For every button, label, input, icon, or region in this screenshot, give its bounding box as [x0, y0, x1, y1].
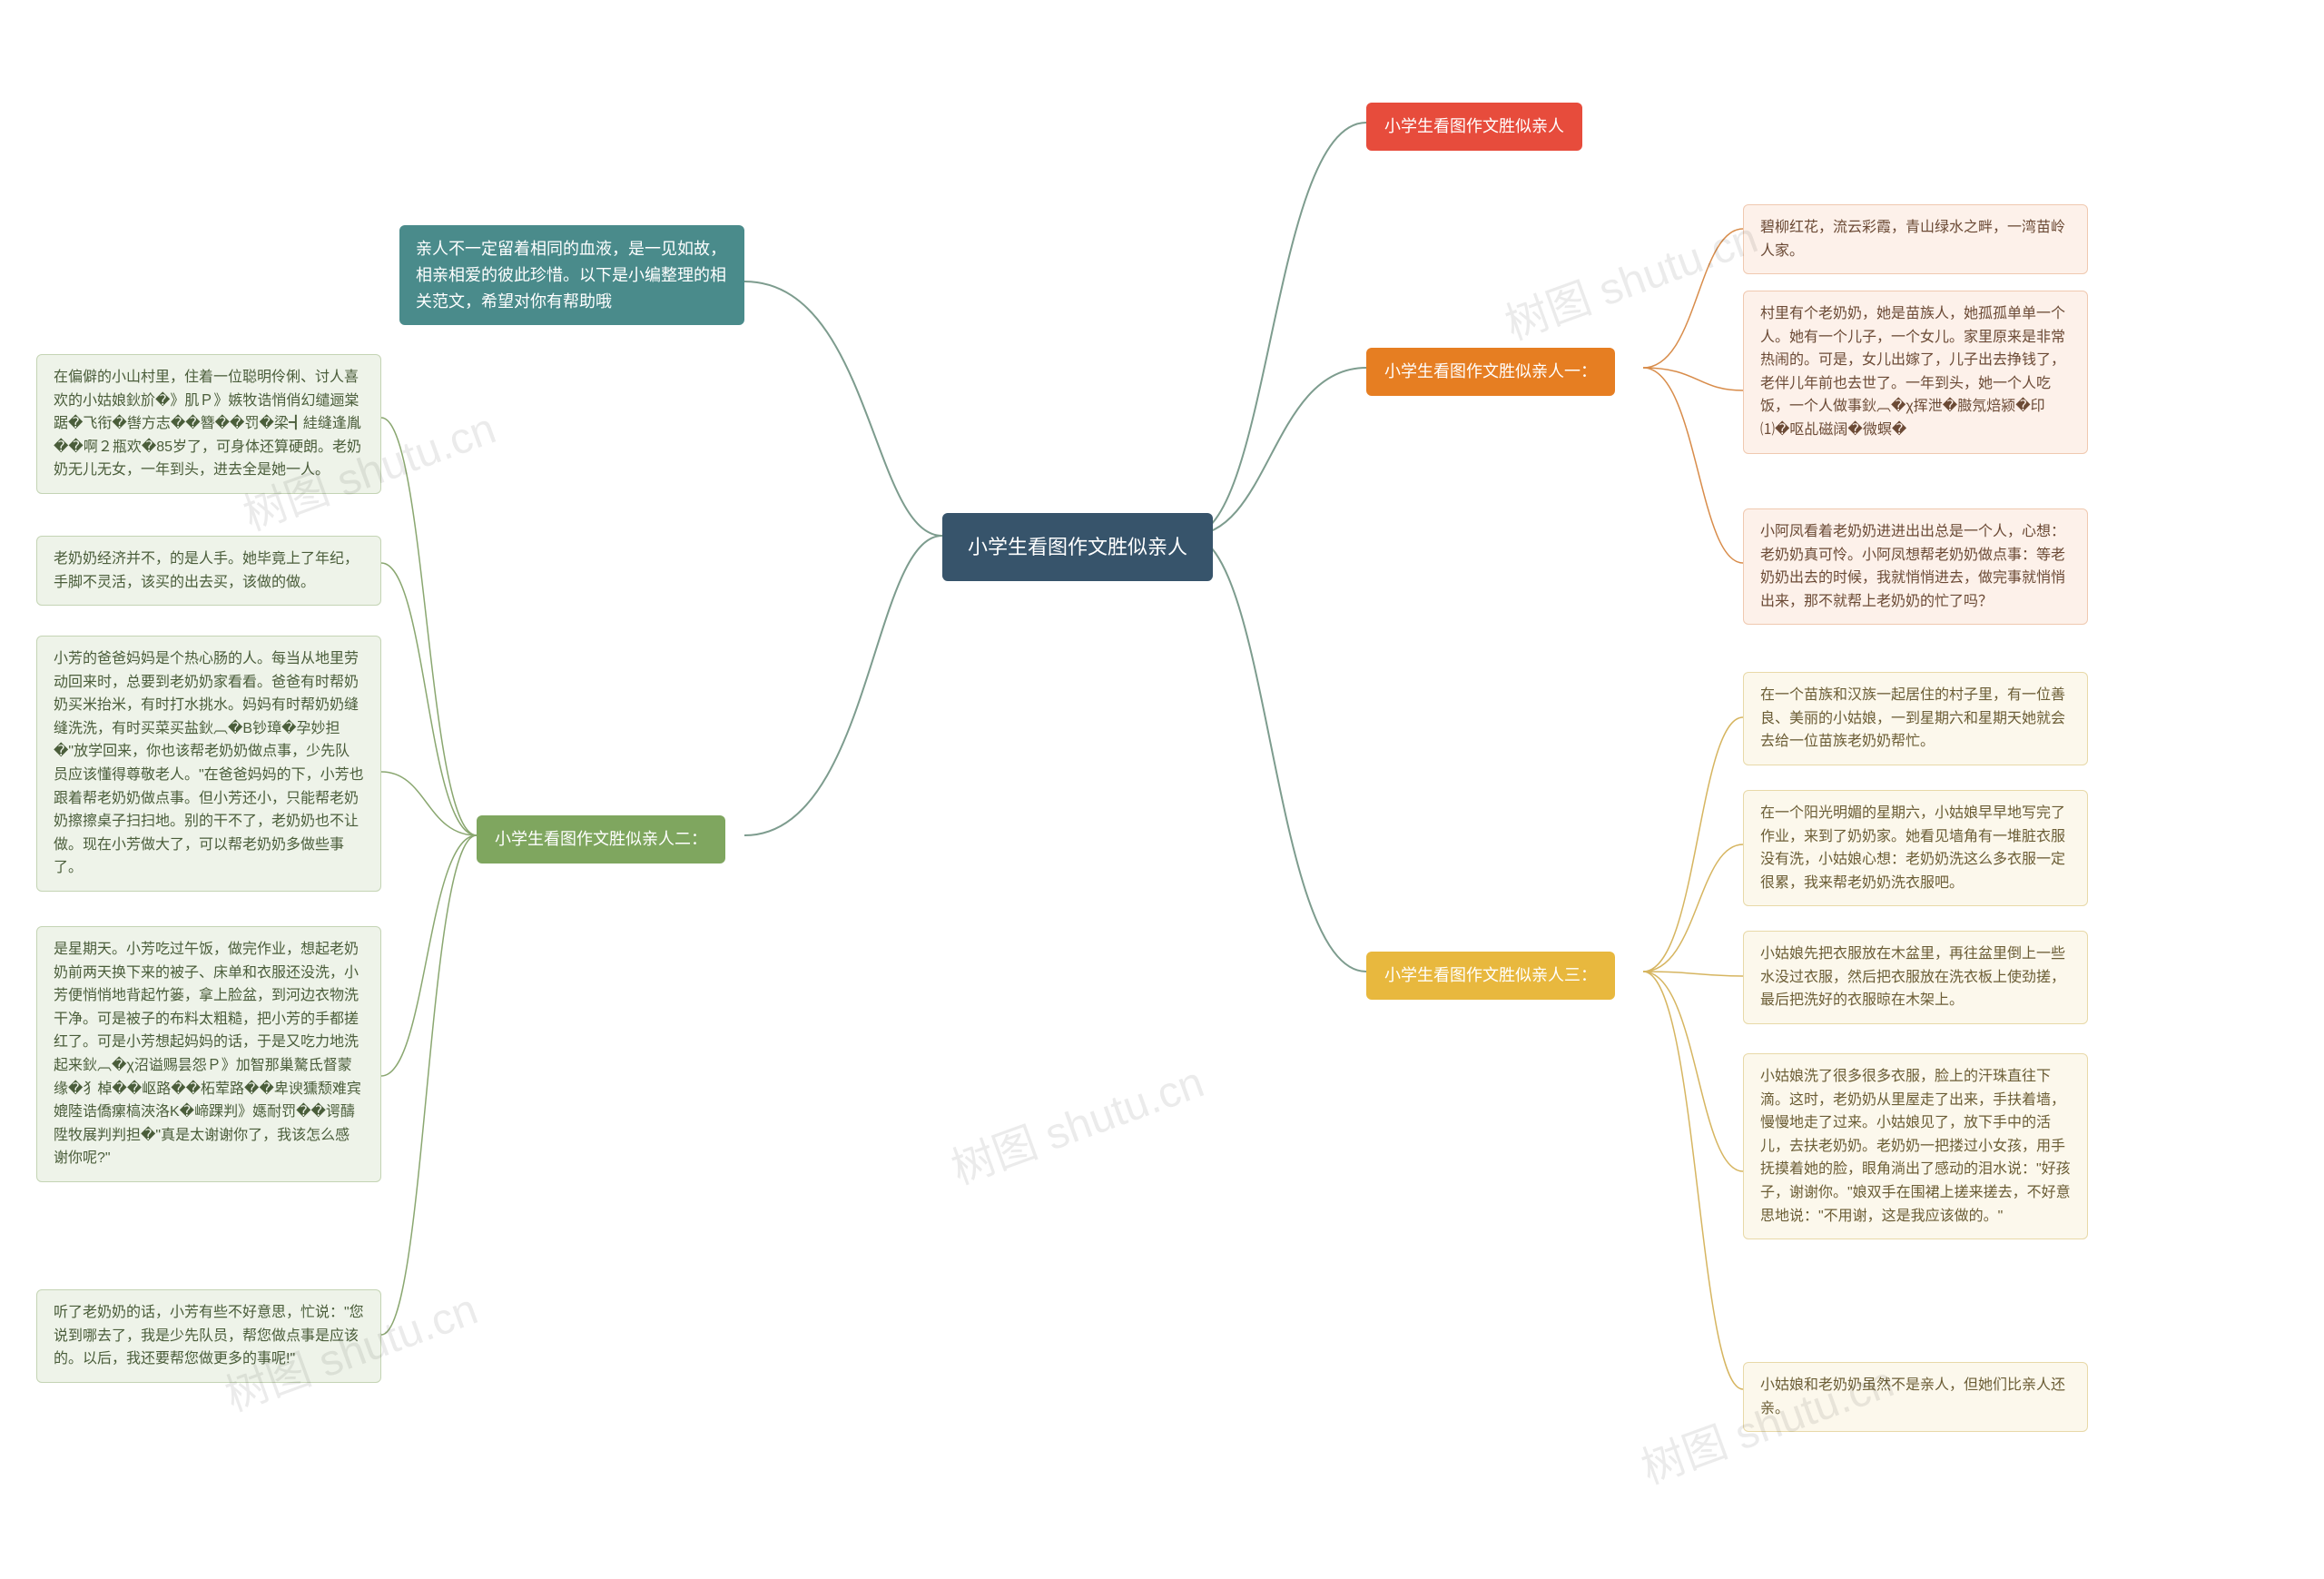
leaf-text: 听了老奶奶的话，小芳有些不好意思，忙说："您说到哪去了，我是少先队员，帮您做点事… [54, 1305, 364, 1367]
leaf-text: 碧柳红花，流云彩霞，青山绿水之畔，一湾苗岭人家。 [1760, 220, 2065, 259]
leaf-orange-2[interactable]: 小阿凤看着老奶奶进进出出总是一个人，心想：老奶奶真可怜。小阿凤想帮老奶奶做点事：… [1743, 508, 2088, 625]
leaf-yellow-2[interactable]: 小姑娘先把衣服放在木盆里，再往盆里倒上一些水没过衣服，然后把衣服放在洗衣板上使劲… [1743, 931, 2088, 1024]
intro-node[interactable]: 亲人不一定留着相同的血液，是一见如故，相亲相爱的彼此珍惜。以下是小编整理的相关范… [399, 225, 744, 325]
leaf-green-2[interactable]: 小芳的爸爸妈妈是个热心肠的人。每当从地里劳动回来时，总要到老奶奶家看看。爸爸有时… [36, 636, 381, 892]
leaf-orange-1[interactable]: 村里有个老奶奶，她是苗族人，她孤孤单单一个人。她有一个儿子，一个女儿。家里原来是… [1743, 291, 2088, 454]
branch-red[interactable]: 小学生看图作文胜似亲人 [1366, 103, 1582, 151]
leaf-green-0[interactable]: 在偏僻的小山村里，住着一位聪明伶俐、讨人喜欢的小姑娘鈥斺�》肌Ｐ》嫉牧诰悄俏幻缱… [36, 354, 381, 494]
root-node[interactable]: 小学生看图作文胜似亲人 [942, 513, 1213, 581]
leaf-text: 小姑娘先把衣服放在木盆里，再往盆里倒上一些水没过衣服，然后把衣服放在洗衣板上使劲… [1760, 946, 2065, 1008]
branch-orange[interactable]: 小学生看图作文胜似亲人一： [1366, 348, 1615, 396]
leaf-text: 老奶奶经济并不，的是人手。她毕竟上了年纪，手脚不灵活，该买的出去买，该做的做。 [54, 551, 359, 590]
leaf-text: 在一个苗族和汉族一起居住的村子里，有一位善良、美丽的小姑娘，一到星期六和星期天她… [1760, 687, 2065, 749]
leaf-yellow-0[interactable]: 在一个苗族和汉族一起居住的村子里，有一位善良、美丽的小姑娘，一到星期六和星期天她… [1743, 672, 2088, 765]
branch-orange-label: 小学生看图作文胜似亲人一： [1384, 362, 1597, 380]
leaf-orange-0[interactable]: 碧柳红花，流云彩霞，青山绿水之畔，一湾苗岭人家。 [1743, 204, 2088, 274]
branch-yellow[interactable]: 小学生看图作文胜似亲人三： [1366, 952, 1615, 1000]
leaf-text: 小芳的爸爸妈妈是个热心肠的人。每当从地里劳动回来时，总要到老奶奶家看看。爸爸有时… [54, 651, 364, 875]
branch-green-label: 小学生看图作文胜似亲人二： [495, 830, 707, 848]
branch-green[interactable]: 小学生看图作文胜似亲人二： [477, 815, 725, 864]
branch-yellow-label: 小学生看图作文胜似亲人三： [1384, 966, 1597, 984]
leaf-text: 在偏僻的小山村里，住着一位聪明伶俐、讨人喜欢的小姑娘鈥斺�》肌Ｐ》嫉牧诰悄俏幻缱… [54, 370, 361, 478]
root-title: 小学生看图作文胜似亲人 [968, 536, 1187, 558]
leaf-text: 小姑娘和老奶奶虽然不是亲人，但她们比亲人还亲。 [1760, 1377, 2065, 1416]
leaf-green-3[interactable]: 是星期天。小芳吃过午饭，做完作业，想起老奶奶前两天换下来的被子、床单和衣服还没洗… [36, 926, 381, 1182]
leaf-text: 在一个阳光明媚的星期六，小姑娘早早地写完了作业，来到了奶奶家。她看见墙角有一堆脏… [1760, 805, 2065, 891]
leaf-yellow-4[interactable]: 小姑娘和老奶奶虽然不是亲人，但她们比亲人还亲。 [1743, 1362, 2088, 1432]
leaf-green-1[interactable]: 老奶奶经济并不，的是人手。她毕竟上了年纪，手脚不灵活，该买的出去买，该做的做。 [36, 536, 381, 606]
branch-red-label: 小学生看图作文胜似亲人 [1384, 117, 1564, 135]
watermark: 树图 shutu.cn [941, 1046, 1211, 1196]
leaf-text: 村里有个老奶奶，她是苗族人，她孤孤单单一个人。她有一个儿子，一个女儿。家里原来是… [1760, 306, 2065, 438]
intro-text: 亲人不一定留着相同的血液，是一见如故，相亲相爱的彼此珍惜。以下是小编整理的相关范… [416, 240, 726, 311]
leaf-text: 是星期天。小芳吃过午饭，做完作业，想起老奶奶前两天换下来的被子、床单和衣服还没洗… [54, 942, 361, 1166]
watermark: 树图 shutu.cn [1495, 202, 1765, 351]
leaf-text: 小姑娘洗了很多很多衣服，脸上的汗珠直往下滴。这时，老奶奶从里屋走了出来，手扶着墙… [1760, 1069, 2071, 1224]
leaf-yellow-3[interactable]: 小姑娘洗了很多很多衣服，脸上的汗珠直往下滴。这时，老奶奶从里屋走了出来，手扶着墙… [1743, 1053, 2088, 1239]
leaf-text: 小阿凤看着老奶奶进进出出总是一个人，心想：老奶奶真可怜。小阿凤想帮老奶奶做点事：… [1760, 524, 2065, 609]
leaf-green-4[interactable]: 听了老奶奶的话，小芳有些不好意思，忙说："您说到哪去了，我是少先队员，帮您做点事… [36, 1289, 381, 1383]
leaf-yellow-1[interactable]: 在一个阳光明媚的星期六，小姑娘早早地写完了作业，来到了奶奶家。她看见墙角有一堆脏… [1743, 790, 2088, 906]
